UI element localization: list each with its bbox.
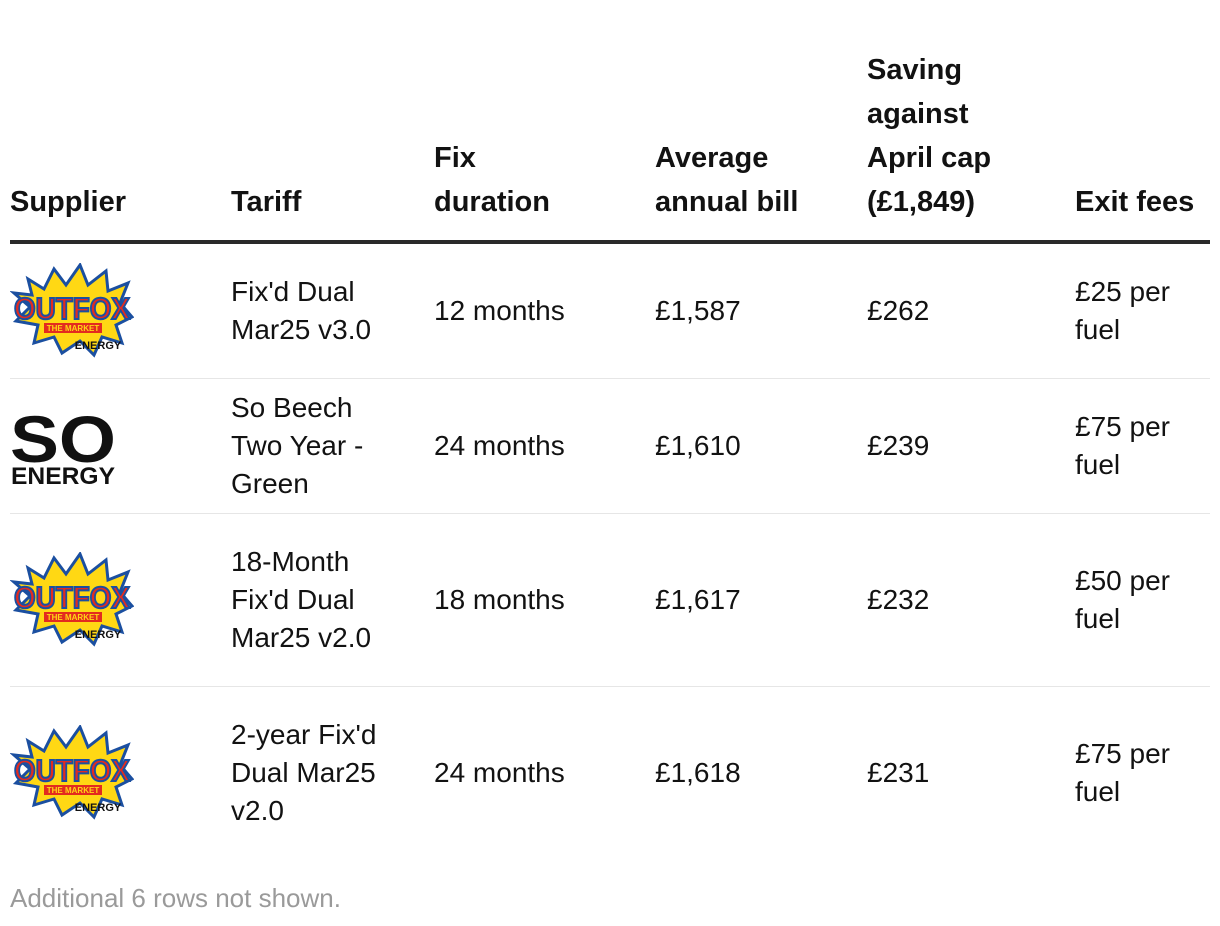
outfox-the-market-logo: THE MARKET OUTFOX ENERGY xyxy=(10,552,134,647)
svg-text:ENERGY: ENERGY xyxy=(75,629,122,641)
fix-duration-cell: 24 months xyxy=(434,378,655,514)
svg-text:OUTFOX: OUTFOX xyxy=(14,753,130,788)
tariff-cell: So Beech Two Year - Green xyxy=(231,378,434,514)
header-fix-duration: Fix duration xyxy=(434,0,655,244)
header-average-annual-bill: Average annual bill xyxy=(655,0,867,244)
svg-text:THE MARKET: THE MARKET xyxy=(47,324,100,333)
saving-cell: £262 xyxy=(867,242,1075,379)
outfox-the-market-logo: THE MARKET OUTFOX ENERGY xyxy=(10,263,134,358)
supplier-cell: SO ENERGY xyxy=(10,378,231,514)
fix-duration-cell: 18 months xyxy=(434,513,655,687)
average-annual-bill-cell: £1,587 xyxy=(655,242,867,379)
outfox-the-market-logo: THE MARKET OUTFOX ENERGY xyxy=(10,725,134,820)
table-row: THE MARKET OUTFOX ENERGY 18-Month Fix'd … xyxy=(10,513,1210,687)
average-annual-bill-cell: £1,617 xyxy=(655,513,867,687)
svg-text:ENERGY: ENERGY xyxy=(75,802,122,814)
saving-cell: £231 xyxy=(867,757,930,788)
svg-text:ENERGY: ENERGY xyxy=(11,463,115,488)
table-row: THE MARKET OUTFOX ENERGY Fix'd Dual Mar2… xyxy=(10,242,1210,379)
saving-cell: £239 xyxy=(867,378,1075,514)
table-row: THE MARKET OUTFOX ENERGY 2-year Fix'd Du… xyxy=(10,687,1210,860)
average-annual-bill-cell: £1,618 xyxy=(655,757,741,788)
supplier-cell: THE MARKET OUTFOX ENERGY xyxy=(10,687,231,860)
average-annual-bill-cell: £1,610 xyxy=(655,378,867,514)
tariff-cell: 18-Month Fix'd Dual Mar25 v2.0 xyxy=(231,513,434,687)
header-supplier: Supplier xyxy=(10,0,231,244)
tariff-cell: Fix'd Dual Mar25 v3.0 xyxy=(231,242,434,379)
tariff-table: Supplier Tariff Fix duration Average ann… xyxy=(10,0,1210,859)
exit-fees-cell: £25 per fuel xyxy=(1075,242,1210,379)
fix-duration-cell: 24 months xyxy=(434,757,565,788)
svg-text:ENERGY: ENERGY xyxy=(75,340,122,352)
svg-text:THE MARKET: THE MARKET xyxy=(47,613,100,622)
table-row: SO ENERGY So Beech Two Year - Green 24 m… xyxy=(10,378,1210,514)
exit-fees-cell: £75 per fuel xyxy=(1075,378,1210,514)
supplier-cell: THE MARKET OUTFOX ENERGY xyxy=(10,242,231,379)
svg-text:THE MARKET: THE MARKET xyxy=(47,786,100,795)
so-energy-logo: SO ENERGY xyxy=(10,404,116,488)
header-saving: Saving against April cap (£1,849) xyxy=(867,0,1075,244)
tariff-cell: 2-year Fix'd Dual Mar25 v2.0 xyxy=(231,719,377,826)
saving-cell: £232 xyxy=(867,513,1075,687)
table-header-row: Supplier Tariff Fix duration Average ann… xyxy=(10,0,1210,244)
header-tariff: Tariff xyxy=(231,0,434,244)
tariff-table-container: Supplier Tariff Fix duration Average ann… xyxy=(10,0,1210,859)
fix-duration-cell: 12 months xyxy=(434,242,655,379)
svg-text:SO: SO xyxy=(10,404,116,476)
exit-fees-cell: £75 per fuel xyxy=(1075,738,1170,807)
svg-text:OUTFOX: OUTFOX xyxy=(14,291,130,326)
svg-text:OUTFOX: OUTFOX xyxy=(14,580,130,615)
supplier-cell: THE MARKET OUTFOX ENERGY xyxy=(10,513,231,687)
header-exit-fees: Exit fees xyxy=(1075,0,1210,244)
exit-fees-cell: £50 per fuel xyxy=(1075,513,1210,687)
additional-rows-note: Additional 6 rows not shown. xyxy=(10,883,341,913)
